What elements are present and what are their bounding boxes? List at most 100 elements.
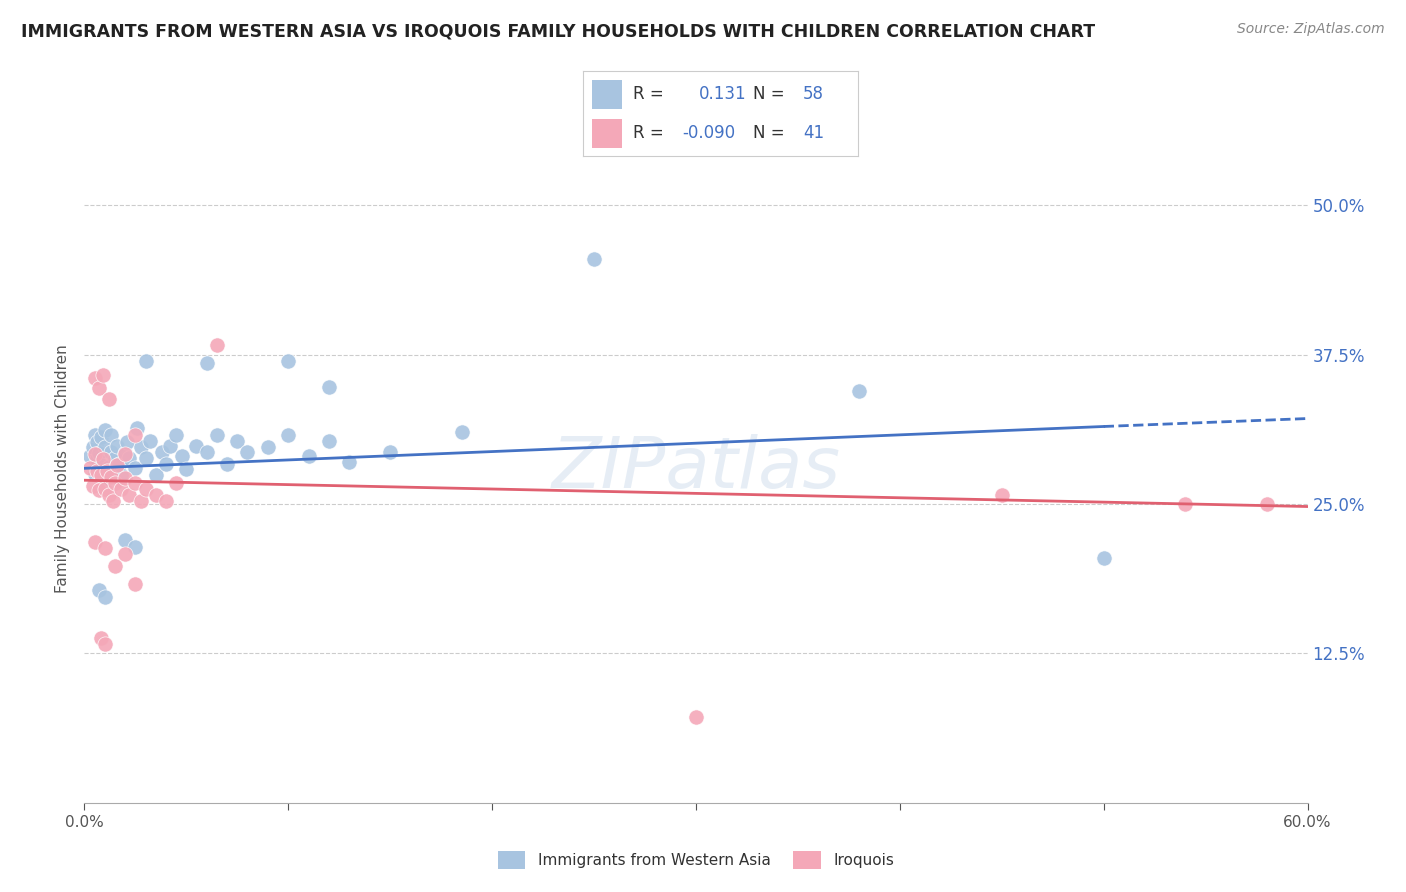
Point [87, 464, 110, 478]
Point [82, 440, 104, 454]
Point [114, 547, 136, 561]
Point [380, 444, 402, 458]
Point [90, 458, 112, 472]
Point [100, 469, 122, 483]
Text: ZIPatlas: ZIPatlas [551, 434, 841, 503]
Point [87, 446, 110, 460]
Point [87, 381, 110, 395]
Point [83, 535, 105, 549]
Point [114, 533, 136, 547]
Point [91, 451, 114, 466]
Point [97, 487, 120, 501]
Point [83, 447, 105, 461]
Point [90, 631, 112, 645]
Point [101, 493, 124, 508]
Text: N =: N = [754, 124, 785, 142]
Point [114, 447, 136, 461]
Point [1092, 550, 1115, 565]
Point [91, 368, 114, 383]
Point [135, 353, 157, 368]
Point [165, 428, 187, 442]
Point [124, 475, 146, 490]
Point [1174, 497, 1197, 511]
Point [83, 428, 105, 442]
Point [135, 450, 157, 465]
Point [155, 493, 177, 508]
Point [127, 420, 149, 434]
Point [277, 428, 299, 442]
Text: 0.131: 0.131 [699, 86, 747, 103]
Point [93, 482, 115, 496]
Point [195, 444, 218, 458]
Point [131, 440, 153, 454]
Point [82, 479, 104, 493]
Point [87, 583, 110, 598]
Point [93, 591, 115, 605]
Point [277, 353, 299, 368]
Text: 41: 41 [803, 124, 824, 142]
Point [105, 439, 128, 453]
Text: R =: R = [633, 86, 664, 103]
Point [131, 493, 153, 508]
Point [114, 471, 136, 485]
Point [90, 430, 112, 444]
Point [298, 450, 321, 464]
Point [138, 434, 160, 448]
Point [124, 540, 146, 554]
Point [100, 428, 122, 442]
Point [135, 482, 157, 496]
Point [205, 338, 228, 352]
Point [124, 428, 146, 442]
Point [97, 460, 120, 475]
Point [236, 444, 259, 458]
Point [100, 444, 122, 458]
Point [145, 468, 167, 483]
Point [1256, 497, 1278, 511]
Point [105, 458, 128, 472]
Point [83, 467, 105, 482]
Point [991, 487, 1014, 501]
Point [91, 472, 114, 486]
Point [93, 637, 115, 651]
FancyBboxPatch shape [592, 119, 621, 147]
Point [86, 464, 108, 478]
Point [450, 425, 472, 440]
Point [118, 487, 141, 501]
Point [110, 482, 132, 496]
Point [124, 577, 146, 591]
Point [195, 356, 218, 370]
Point [110, 468, 132, 483]
Point [93, 423, 115, 437]
Text: R =: R = [633, 124, 664, 142]
Point [124, 461, 146, 475]
Point [848, 384, 870, 398]
Point [90, 468, 112, 483]
Point [79, 450, 101, 464]
Point [83, 370, 105, 384]
Point [118, 450, 141, 465]
Point [96, 464, 118, 478]
Legend: Immigrants from Western Asia, Iroquois: Immigrants from Western Asia, Iroquois [498, 851, 894, 869]
Point [174, 462, 197, 476]
Point [145, 487, 167, 501]
Point [104, 475, 127, 490]
Point [257, 440, 280, 454]
Y-axis label: Family Households with Children: Family Households with Children [55, 344, 70, 592]
Text: 58: 58 [803, 86, 824, 103]
Point [186, 439, 208, 453]
Point [205, 428, 228, 442]
Point [115, 435, 138, 450]
Point [86, 435, 108, 450]
Text: Source: ZipAtlas.com: Source: ZipAtlas.com [1237, 22, 1385, 37]
Point [79, 461, 101, 475]
Point [86, 451, 108, 466]
Point [165, 475, 187, 490]
Point [339, 455, 360, 469]
Point [150, 444, 173, 458]
Point [318, 434, 340, 448]
Point [114, 446, 136, 460]
Point [318, 380, 340, 394]
Point [159, 439, 181, 453]
Point [217, 457, 239, 471]
Point [108, 457, 131, 471]
